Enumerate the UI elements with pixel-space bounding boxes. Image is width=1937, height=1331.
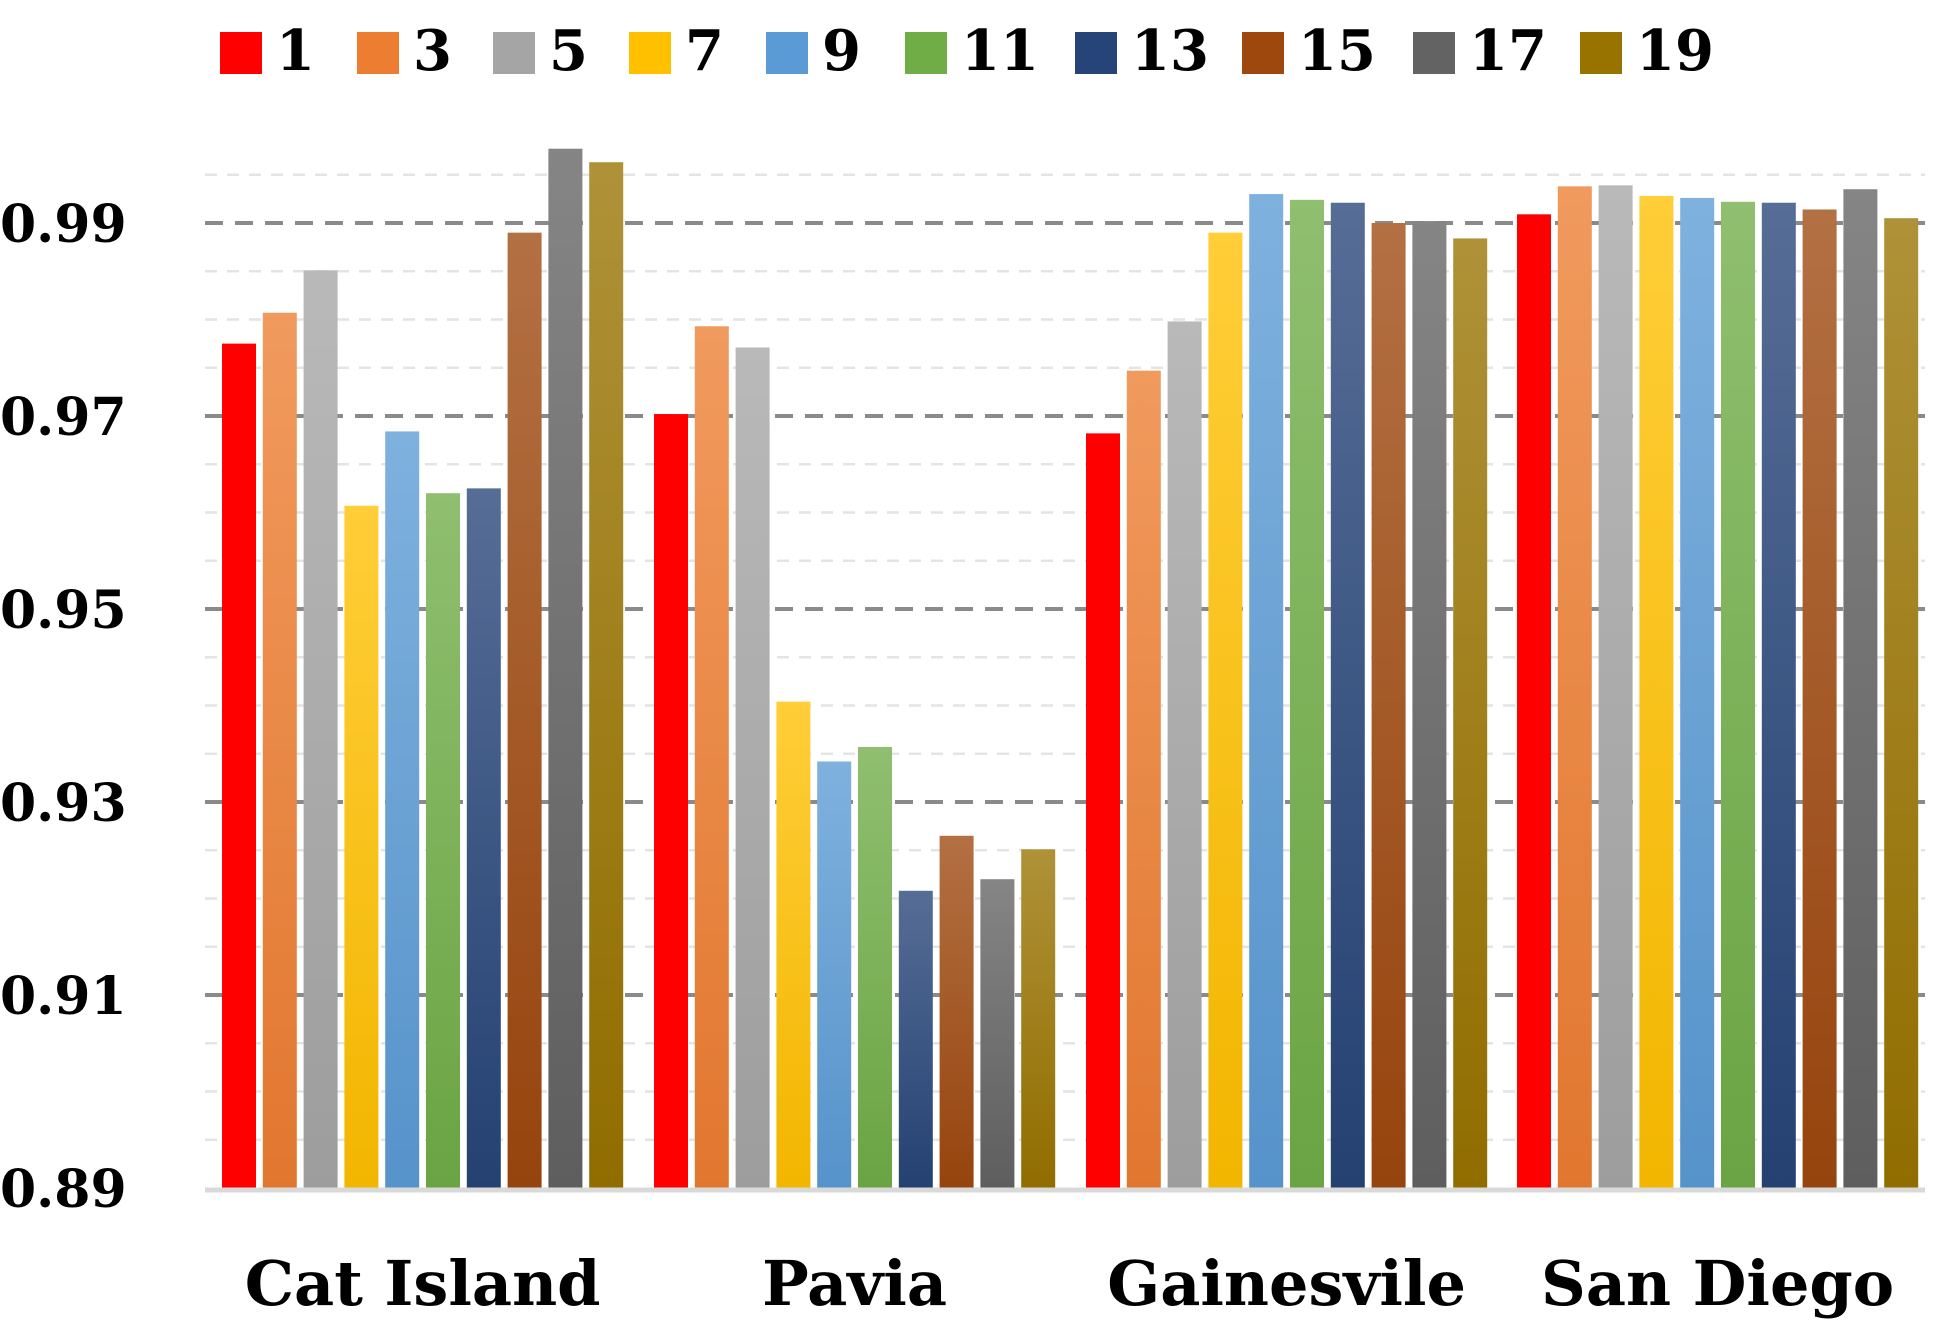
y-tick-label: 0.95 [0, 580, 127, 641]
x-category-label: San Diego [1541, 1247, 1894, 1320]
legend-label: 17 [1469, 18, 1547, 84]
legend-label: 3 [413, 18, 452, 84]
bar[interactable] [858, 746, 892, 1188]
bar[interactable] [1761, 202, 1796, 1189]
legend-swatch [1413, 32, 1455, 74]
bar-group [222, 148, 624, 1189]
bar-series-group [222, 148, 1919, 1189]
legend-item[interactable]: 15 [1242, 18, 1376, 84]
legend-label: 7 [685, 18, 724, 84]
y-tick-label: 0.91 [0, 966, 127, 1027]
legend-label: 9 [822, 18, 861, 84]
bar[interactable] [1884, 218, 1919, 1189]
legend-swatch [766, 32, 808, 74]
bar[interactable] [735, 347, 770, 1188]
legend-swatch [1075, 32, 1117, 74]
bar[interactable] [1290, 199, 1324, 1189]
y-tick-label: 0.99 [0, 194, 127, 255]
bar-group [654, 326, 1056, 1188]
bar[interactable] [817, 761, 852, 1188]
legend-swatch [357, 32, 399, 74]
bar[interactable] [654, 414, 688, 1188]
legend[interactable]: 1 3 5 7 9 11 13 15 17 19 [220, 18, 1714, 84]
bar[interactable] [344, 505, 379, 1188]
x-category-label: Pavia [762, 1247, 947, 1320]
y-tick-label: 0.93 [0, 773, 127, 834]
legend-swatch [493, 32, 535, 74]
y-tick-label: 0.89 [0, 1159, 127, 1220]
bar[interactable] [507, 232, 542, 1188]
legend-item[interactable]: 17 [1413, 18, 1547, 84]
bar[interactable] [426, 493, 460, 1188]
legend-label: 5 [549, 18, 588, 84]
x-category-label: Cat Island [245, 1247, 601, 1320]
legend-swatch [905, 32, 947, 74]
bar[interactable] [589, 162, 624, 1189]
bar[interactable] [262, 312, 297, 1188]
legend-item[interactable]: 1 [220, 18, 315, 84]
legend-item[interactable]: 13 [1075, 18, 1209, 84]
bar[interactable] [1843, 189, 1878, 1189]
legend-label: 1 [276, 18, 315, 84]
bar[interactable] [548, 148, 583, 1188]
bar[interactable] [385, 431, 420, 1188]
bar[interactable] [1086, 433, 1120, 1188]
legend-item[interactable]: 19 [1580, 18, 1714, 84]
bar[interactable] [1126, 370, 1161, 1188]
bar[interactable] [1249, 194, 1284, 1189]
legend-label: 15 [1298, 18, 1376, 84]
legend-item[interactable]: 9 [766, 18, 861, 84]
legend-label: 11 [961, 18, 1039, 84]
bar[interactable] [776, 701, 811, 1188]
bar-group [1086, 194, 1488, 1189]
bar[interactable] [1517, 214, 1551, 1188]
bar[interactable] [1371, 223, 1406, 1188]
bar[interactable] [1680, 197, 1715, 1188]
legend-item[interactable]: 11 [905, 18, 1039, 84]
legend-label: 19 [1636, 18, 1714, 84]
x-category-label: Gainesvile [1107, 1247, 1466, 1320]
legend-swatch [1242, 32, 1284, 74]
y-axis-tick-labels: 0.89 0.91 0.93 0.95 0.97 0.99 [0, 194, 127, 1220]
bar[interactable] [1598, 185, 1633, 1189]
bar[interactable] [980, 879, 1015, 1188]
bar[interactable] [466, 488, 501, 1188]
legend-item[interactable]: 5 [493, 18, 588, 84]
bar[interactable] [1167, 321, 1202, 1188]
legend-label: 13 [1131, 18, 1209, 84]
y-tick-label: 0.97 [0, 387, 127, 448]
bar-group [1517, 185, 1919, 1189]
bar[interactable] [1639, 195, 1674, 1189]
bar[interactable] [303, 270, 338, 1188]
bar[interactable] [1208, 232, 1243, 1188]
bar[interactable] [1557, 186, 1592, 1188]
bar[interactable] [222, 343, 256, 1188]
legend-swatch [629, 32, 671, 74]
bar[interactable] [1453, 238, 1488, 1188]
bar[interactable] [1721, 201, 1755, 1188]
bar[interactable] [1802, 209, 1837, 1189]
bar[interactable] [694, 326, 729, 1188]
legend-swatch [220, 32, 262, 74]
bar[interactable] [898, 890, 933, 1188]
bar[interactable] [1412, 221, 1447, 1188]
legend-swatch [1580, 32, 1622, 74]
x-axis-category-labels: Cat Island Pavia Gainesvile San Diego [245, 1247, 1894, 1320]
bar[interactable] [1021, 849, 1056, 1188]
legend-item[interactable]: 7 [629, 18, 724, 84]
bar[interactable] [1330, 202, 1365, 1189]
bar[interactable] [939, 835, 974, 1188]
legend-item[interactable]: 3 [357, 18, 452, 84]
